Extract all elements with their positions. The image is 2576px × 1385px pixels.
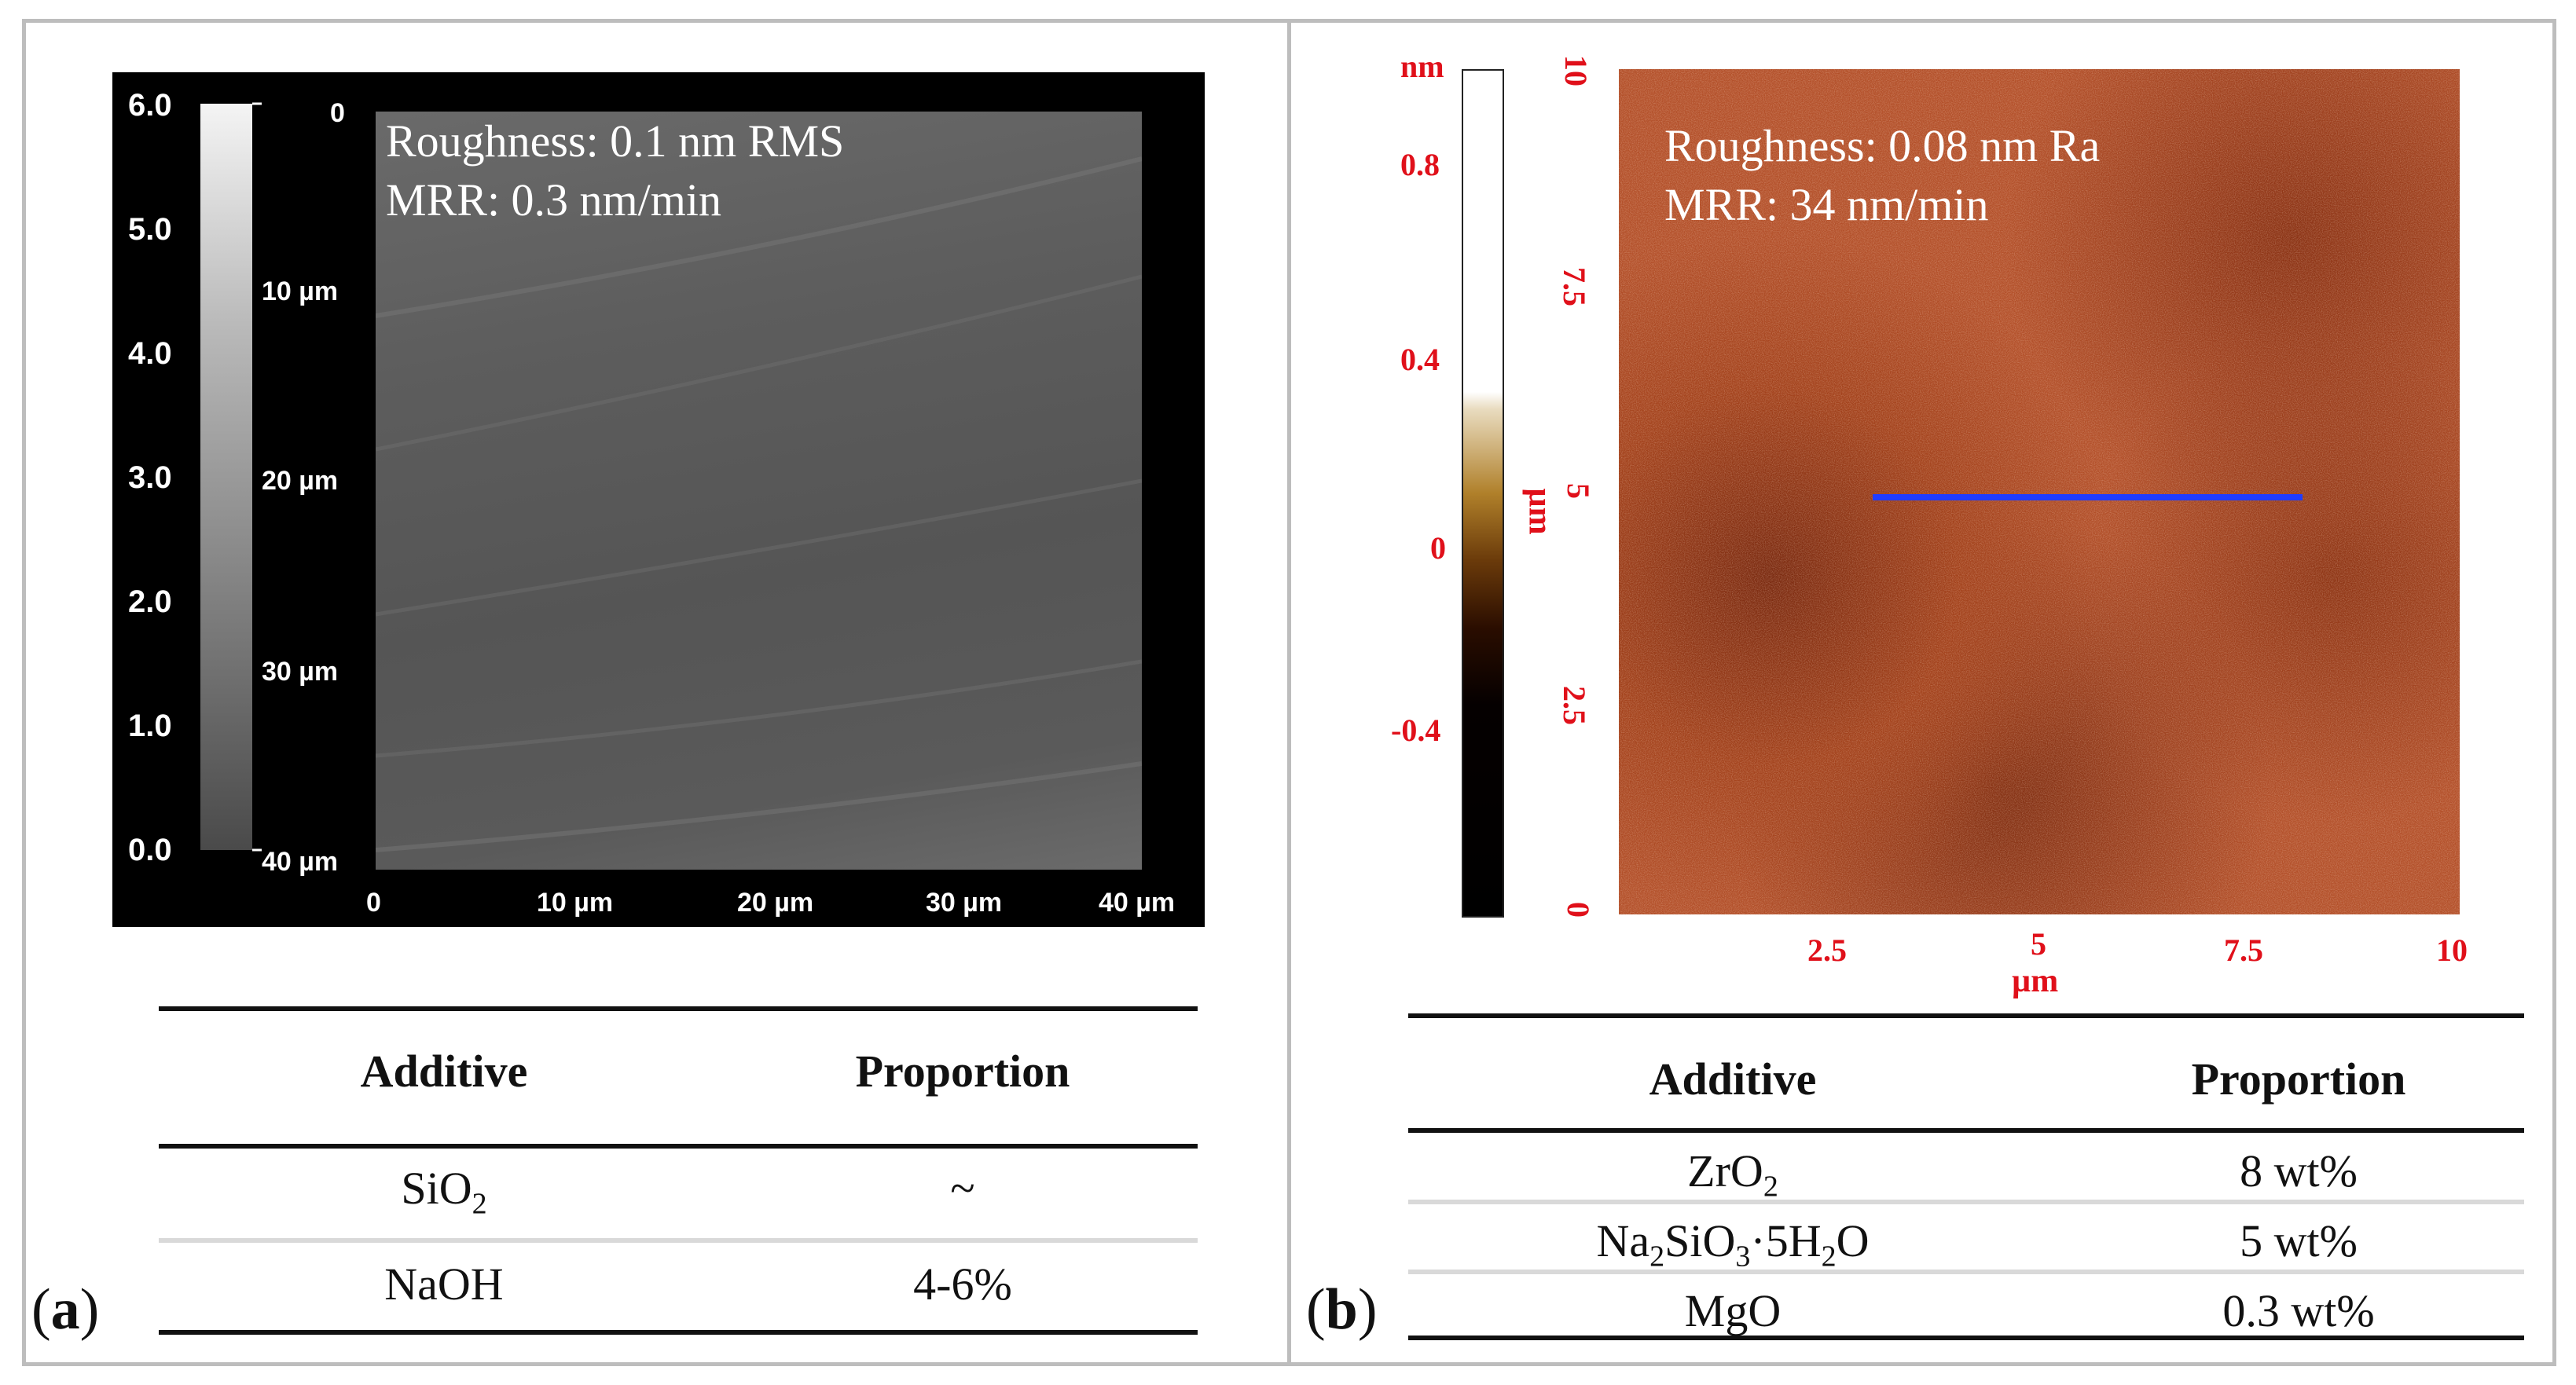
panel-a-header-proportion: Proportion [855,1046,1070,1097]
panel-b-x-tick: 5 [2031,926,2046,962]
panel-a-x-tick: 40 µm [1099,888,1176,918]
panel-b-roughness: Roughness: 0.08 nm Ra [1664,120,2101,171]
panel-b-x-tick: 7.5 [2224,932,2263,968]
panel-b-colorbar-tick: 0.4 [1400,342,1440,377]
panel-a-axes [252,102,262,852]
panel-a-colorbar-tick: 0.0 [128,833,172,867]
panel-b-row-additive: Na2SiO3·5H2O [1596,1215,1870,1273]
panel-a-afm-figure: 6.0 5.0 4.0 3.0 2.0 1.0 0.0 0 10 µm 20 µ… [112,72,1205,927]
panel-b-table-bottom-rule [1408,1336,2524,1340]
panel-b-table-top-rule [1408,1013,2524,1018]
panel-b-row-proportion: 0.3 wt% [2222,1285,2375,1336]
panel-a-table-row-rule [159,1238,1198,1243]
panel-a-roughness: Roughness: 0.1 nm RMS [386,115,845,167]
panel-b-y-axis-label: µm [1521,488,1558,535]
panel-a-colorbar-tick: 5.0 [128,212,172,247]
panel-a-row-proportion: ~ [950,1163,975,1214]
panel-a-table-header-rule [159,1144,1198,1149]
panel-b-y-tick: 2.5 [1557,686,1592,725]
panel-a-x-tick: 20 µm [737,888,814,918]
panel-a-table-top-rule [159,1006,1198,1011]
panel-b-y-tick: 5 [1561,483,1596,499]
panel-b-afm-figure: nm 0.8 0.4 0 -0.4 µm 10 7.5 5 2.5 0 2.5 … [1383,47,2499,1013]
panel-b-y-tick: 10 [1558,55,1594,86]
panel-b-table-header-rule [1408,1128,2524,1133]
panel-b-colorbar-unit: nm [1400,49,1444,84]
panel-a-y-tick: 10 µm [262,277,339,306]
panel-b-table-row-rule [1408,1200,2524,1204]
panel-a-x-tick: 10 µm [537,888,614,918]
panel-b-header-additive: Additive [1649,1053,1817,1105]
panel-b-colorbar [1462,69,1504,918]
panel-b-x-axis-label: µm [2012,963,2059,999]
panel-a-y-tick: 40 µm [262,847,339,877]
panel-a-mrr: MRR: 0.3 nm/min [386,174,722,226]
panel-b-row-additive: ZrO2 [1687,1145,1778,1204]
panel-b-overlay: Roughness: 0.08 nm Ra MRR: 34 nm/min [1664,116,2100,235]
panel-b-row-proportion: 8 wt% [2240,1145,2358,1196]
panel-b-colorbar-tick: 0 [1430,530,1446,566]
panel-a-x-tick: 0 [366,888,381,918]
panel-b-colorbar-tick: 0.8 [1400,147,1440,182]
panel-b-y-tick: 0 [1561,902,1596,918]
panel-a-colorbar-tick: 1.0 [128,709,172,743]
panel-b-colorbar-tick: -0.4 [1391,713,1441,748]
panel-a-colorbar [200,104,252,850]
panel-a-colorbar-tick: 4.0 [128,336,172,371]
panel-b-header-proportion: Proportion [2191,1053,2406,1105]
panel-b-x-tick: 10 [2436,932,2468,968]
panel-b-x-tick: 2.5 [1807,932,1847,968]
panel-a-label: (a) [31,1277,100,1342]
panel-b-row-additive: MgO [1684,1285,1782,1336]
panel-b-y-tick: 7.5 [1557,267,1592,306]
panel-b-row-proportion: 5 wt% [2240,1215,2358,1266]
panel-b-label: (b) [1306,1277,1378,1342]
panel-a-colorbar-tick: 6.0 [128,88,172,123]
panel-a-x-tick: 30 µm [926,888,1003,918]
panel-b-frame [1287,19,2556,1366]
panel-a-y-tick: 0 [330,98,345,128]
panel-a-table-bottom-rule [159,1330,1198,1335]
panel-b-scan-image [1619,69,2460,914]
panel-a-y-tick: 20 µm [262,466,339,496]
panel-a-row-additive: SiO2 [401,1163,487,1221]
panel-a-y-tick: 30 µm [262,657,339,687]
panel-a-colorbar-tick: 2.0 [128,584,172,619]
panel-a-overlay: Roughness: 0.1 nm RMS MRR: 0.3 nm/min [386,112,844,230]
panel-a-header-additive: Additive [360,1046,528,1097]
panel-a-scan-image [376,112,1142,870]
panel-b-table-row-rule [1408,1270,2524,1274]
panel-b-mrr: MRR: 34 nm/min [1664,179,1989,231]
panel-a-row-additive: NaOH [384,1259,504,1310]
panel-a-row-proportion: 4-6% [913,1259,1012,1310]
panel-a-colorbar-tick: 3.0 [128,460,172,495]
